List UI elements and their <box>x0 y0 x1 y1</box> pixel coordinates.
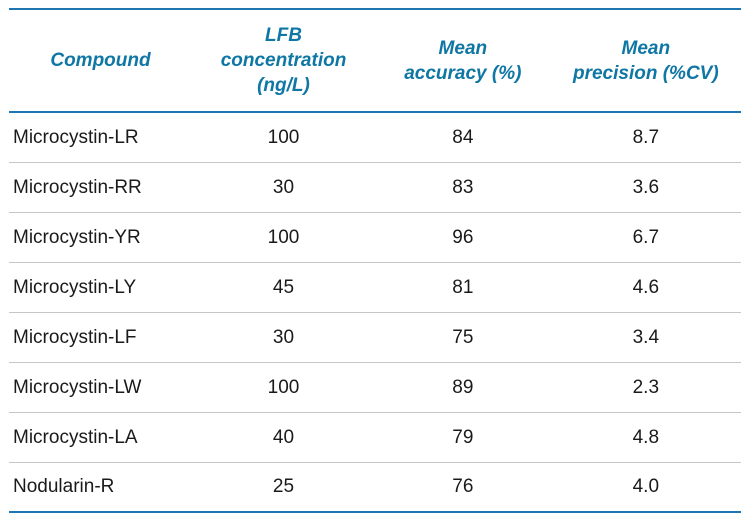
column-header-mean-accuracy: Mean accuracy (%) <box>375 36 551 86</box>
header-line: Mean <box>621 37 671 59</box>
header-line: Mean <box>438 37 488 59</box>
header-line: precision (%CV) <box>572 62 719 84</box>
results-table: Compound LFB concentration (ng/L) Mean a… <box>9 8 741 513</box>
table-row: Microcystin-YR 100 96 6.7 <box>9 213 741 263</box>
column-header-compound: Compound <box>9 48 192 73</box>
header-line: concentration <box>220 50 347 71</box>
compound-cell: Microcystin-YR <box>13 226 141 248</box>
table-row: Microcystin-LW 100 89 2.3 <box>9 363 741 413</box>
mean-precision-cell: 8.7 <box>632 126 660 148</box>
mean-accuracy-cell: 79 <box>452 426 474 448</box>
lfb-concentration-cell: 40 <box>272 426 295 448</box>
mean-precision-cell: 6.7 <box>632 226 660 248</box>
mean-precision-cell: 4.6 <box>632 276 660 298</box>
lfb-concentration-cell: 100 <box>267 376 300 398</box>
compound-cell: Microcystin-LR <box>13 126 139 148</box>
header-line: accuracy (%) <box>404 62 522 84</box>
mean-precision-cell: 3.4 <box>632 326 660 348</box>
lfb-concentration-cell: 100 <box>267 126 300 148</box>
table-row: Microcystin-LF 30 75 3.4 <box>9 313 741 363</box>
column-header-mean-precision: Mean precision (%CV) <box>551 36 741 86</box>
compound-cell: Microcystin-LA <box>13 426 138 448</box>
mean-precision-cell: 2.3 <box>632 376 660 398</box>
header-line: LFB <box>265 25 302 46</box>
table-row: Microcystin-LA 40 79 4.8 <box>9 413 741 463</box>
compound-cell: Microcystin-RR <box>13 176 142 198</box>
mean-precision-cell: 3.6 <box>632 176 660 198</box>
mean-accuracy-cell: 81 <box>452 276 474 298</box>
table-row: Microcystin-RR 30 83 3.6 <box>9 163 741 213</box>
mean-accuracy-cell: 76 <box>452 476 474 497</box>
compound-cell: Microcystin-LW <box>13 376 142 398</box>
compound-cell: Microcystin-LF <box>13 326 137 348</box>
compound-cell: Microcystin-LY <box>13 276 137 298</box>
lfb-concentration-cell: 25 <box>272 476 295 497</box>
mean-accuracy-cell: 75 <box>452 326 474 348</box>
lfb-concentration-cell: 100 <box>267 226 300 248</box>
table-body: Microcystin-LR 100 84 8.7 Microcystin-RR… <box>9 113 741 513</box>
header-line: Compound <box>50 50 151 71</box>
compound-cell: Nodularin-R <box>13 476 115 497</box>
mean-accuracy-cell: 83 <box>452 176 474 198</box>
table-row: Nodularin-R 25 76 4.0 <box>9 463 741 513</box>
column-header-lfb-concentration: LFB concentration (ng/L) <box>192 23 375 98</box>
table-row: Microcystin-LR 100 84 8.7 <box>9 113 741 163</box>
mean-accuracy-cell: 89 <box>452 376 474 398</box>
mean-accuracy-cell: 84 <box>452 126 474 148</box>
lfb-concentration-cell: 45 <box>272 276 295 298</box>
table-header-row: Compound LFB concentration (ng/L) Mean a… <box>9 8 741 113</box>
lfb-concentration-cell: 30 <box>272 326 295 348</box>
lfb-concentration-cell: 30 <box>272 176 295 198</box>
mean-precision-cell: 4.0 <box>632 476 660 497</box>
header-line: (ng/L) <box>257 75 310 96</box>
mean-precision-cell: 4.8 <box>632 426 660 448</box>
table-row: Microcystin-LY 45 81 4.6 <box>9 263 741 313</box>
mean-accuracy-cell: 96 <box>452 226 474 248</box>
